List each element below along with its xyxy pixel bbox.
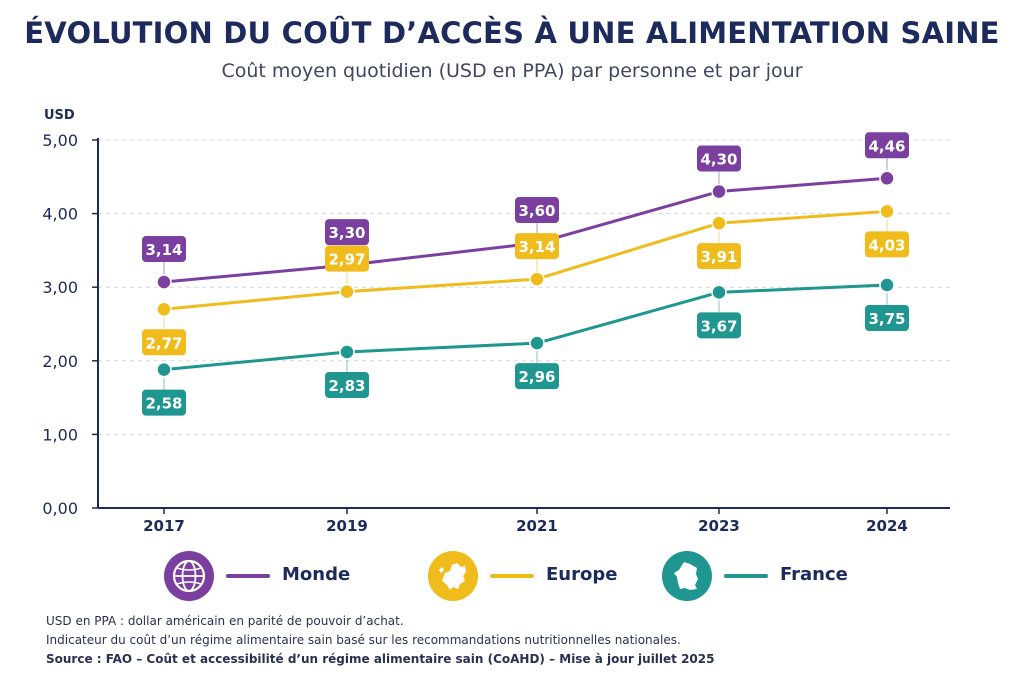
legend-line-monde	[226, 574, 270, 578]
data-label-box	[142, 389, 186, 416]
legend-line-europe	[490, 574, 534, 578]
data-label: 2,83	[328, 377, 365, 395]
y-tick-label: 0,00	[42, 499, 78, 518]
legend: Monde Europe France	[0, 548, 1024, 604]
data-label: 4,03	[868, 236, 905, 254]
data-label-box	[142, 329, 186, 356]
data-point	[711, 215, 727, 231]
series-line	[162, 176, 889, 284]
footnote-indicator: Indicateur du coût d’un régime alimentai…	[46, 633, 681, 647]
data-label-box	[325, 245, 369, 272]
footnote-ppa: USD en PPA : dollar américain en parité …	[46, 614, 404, 628]
data-label-box	[515, 197, 559, 224]
data-label: 3,60	[518, 202, 555, 220]
data-label-box	[865, 132, 909, 159]
data-label: 2,96	[518, 368, 555, 386]
series-monde: 3,14 3,30 3,60 4,30 4,46	[142, 132, 909, 290]
series-france: 2,58 2,83 2,96 3,67 3,75	[142, 277, 909, 416]
data-label-box	[325, 371, 369, 398]
data-label-box	[515, 233, 559, 260]
data-label: 2,58	[145, 395, 182, 413]
data-point	[156, 274, 172, 290]
y-axis-label: USD	[44, 108, 75, 123]
legend-label-monde: Monde	[282, 564, 351, 585]
data-label: 3,91	[700, 248, 737, 266]
data-point	[879, 170, 895, 187]
data-point	[711, 183, 727, 200]
y-tick-label: 4,00	[42, 205, 78, 224]
line-chart: USD 0,00 1,00 2,00 3,00 4,00 5,00 2017 2019 2021 2…	[42, 108, 950, 535]
data-label-box	[515, 363, 559, 390]
data-label: 4,30	[700, 151, 737, 169]
data-point	[879, 203, 895, 220]
series-europe: 2,77 2,97 3,14 3,91 4,03	[142, 203, 909, 356]
data-point	[529, 335, 545, 351]
data-point	[339, 283, 355, 300]
data-point	[156, 361, 172, 378]
chart-title: ÉVOLUTION DU COÛT D’ACCÈS À UNE ALIMENTA…	[24, 16, 1000, 50]
x-tick-label: 2017	[143, 517, 185, 535]
data-label-box	[697, 243, 741, 270]
data-label: 3,14	[145, 241, 182, 259]
data-point	[879, 277, 895, 293]
data-label: 3,75	[868, 310, 905, 328]
y-tick-label: 5,00	[42, 131, 78, 150]
x-tick-label: 2024	[866, 517, 908, 535]
legend-line-france	[724, 574, 768, 578]
europe-map-icon	[428, 551, 478, 601]
globe-icon	[164, 551, 214, 601]
footnote-source: Source : FAO – Coût et accessibilité d’u…	[46, 652, 715, 666]
data-point	[156, 301, 172, 318]
data-point	[711, 284, 727, 301]
chart-subtitle: Coût moyen quotidien (USD en PPA) par pe…	[221, 60, 803, 82]
data-label: 2,77	[145, 334, 182, 352]
data-label: 2,97	[328, 251, 365, 269]
y-tick-label: 1,00	[42, 425, 78, 444]
data-label-box	[697, 312, 741, 339]
x-tick-label: 2019	[326, 517, 368, 535]
data-label-box	[697, 145, 741, 172]
y-tick-label: 3,00	[42, 278, 78, 297]
data-label: 3,30	[328, 224, 365, 242]
data-label-box	[142, 236, 186, 263]
legend-label-france: France	[780, 564, 848, 585]
france-map-icon	[662, 551, 712, 601]
x-tick-label: 2021	[516, 517, 558, 535]
series-line	[162, 209, 889, 311]
data-label: 3,14	[518, 238, 555, 256]
data-label-box	[865, 304, 909, 331]
legend-label-europe: Europe	[546, 564, 618, 585]
y-tick-label: 2,00	[42, 352, 78, 371]
data-label-box	[865, 231, 909, 258]
data-label: 3,67	[700, 317, 737, 335]
x-tick-label: 2023	[698, 517, 740, 535]
data-point	[529, 271, 545, 287]
data-point	[339, 344, 355, 360]
footnotes: USD en PPA : dollar américain en parité …	[46, 612, 986, 669]
data-label: 4,46	[868, 137, 905, 155]
data-label-box	[325, 219, 369, 246]
